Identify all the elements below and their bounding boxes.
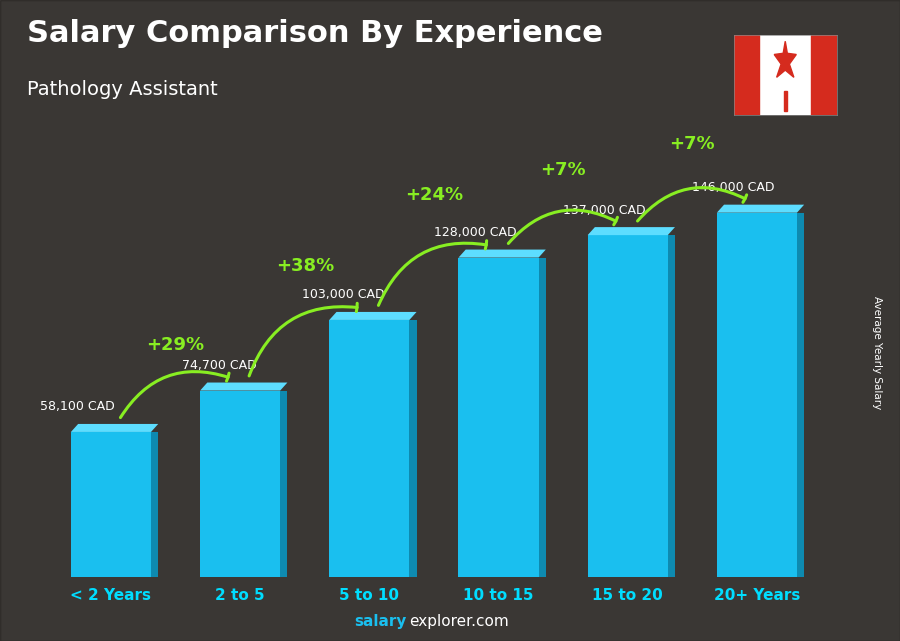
Text: Salary Comparison By Experience: Salary Comparison By Experience (27, 19, 603, 48)
Bar (734, 35, 760, 115)
Text: 146,000 CAD: 146,000 CAD (692, 181, 775, 194)
Polygon shape (717, 213, 797, 577)
Text: salary: salary (355, 615, 407, 629)
Polygon shape (538, 258, 545, 577)
Text: 137,000 CAD: 137,000 CAD (563, 204, 645, 217)
Text: 103,000 CAD: 103,000 CAD (302, 288, 385, 301)
Bar (811, 35, 837, 115)
Polygon shape (458, 249, 545, 258)
Text: 74,700 CAD: 74,700 CAD (182, 359, 256, 372)
Polygon shape (200, 390, 280, 577)
Polygon shape (784, 91, 787, 110)
Text: +24%: +24% (405, 186, 463, 204)
Polygon shape (410, 320, 417, 577)
Polygon shape (71, 432, 151, 577)
Polygon shape (717, 204, 805, 213)
Text: +7%: +7% (540, 161, 586, 179)
Text: 128,000 CAD: 128,000 CAD (434, 226, 517, 239)
Polygon shape (329, 320, 410, 577)
Polygon shape (774, 41, 796, 78)
Polygon shape (588, 227, 675, 235)
Text: +38%: +38% (275, 256, 334, 274)
Polygon shape (280, 390, 287, 577)
Polygon shape (200, 383, 287, 390)
Polygon shape (668, 235, 675, 577)
Text: 58,100 CAD: 58,100 CAD (40, 401, 114, 413)
Text: +7%: +7% (670, 135, 716, 153)
Text: Pathology Assistant: Pathology Assistant (27, 80, 218, 99)
Polygon shape (797, 213, 805, 577)
Text: explorer.com: explorer.com (410, 615, 509, 629)
Text: +29%: +29% (147, 337, 204, 354)
Polygon shape (458, 258, 538, 577)
Text: Average Yearly Salary: Average Yearly Salary (872, 296, 883, 409)
Polygon shape (329, 312, 417, 320)
Polygon shape (71, 424, 158, 432)
Polygon shape (588, 235, 668, 577)
Polygon shape (151, 432, 158, 577)
